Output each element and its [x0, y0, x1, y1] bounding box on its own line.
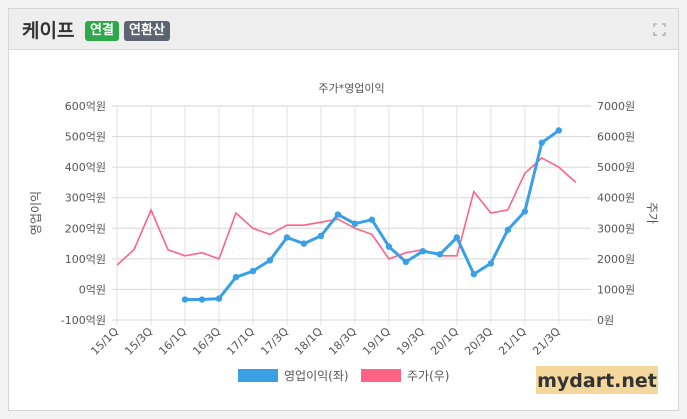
x-tick-label: 16/1Q	[156, 325, 189, 358]
y-left-tick-label: 100억원	[65, 253, 106, 266]
operating-profit-point	[521, 208, 529, 215]
operating-profit-line	[185, 129, 560, 301]
legend-swatch-stock-price	[361, 369, 401, 382]
y-right-tick-label: 6000원	[597, 131, 635, 144]
x-tick-label: 17/3Q	[258, 325, 291, 358]
y-left-tick-label: 0억원	[79, 283, 106, 296]
x-tick-label: 15/1Q	[88, 325, 121, 358]
x-tick-label: 21/3Q	[530, 325, 563, 358]
legend-label-stock-price: 주가(우)	[407, 369, 449, 383]
legend-swatch-operating-profit	[238, 369, 278, 382]
y-left-tick-label: -100억원	[61, 314, 106, 327]
x-tick-label: 18/1Q	[292, 325, 325, 358]
watermark-box	[536, 366, 658, 394]
y-left-tick-label: 400억원	[65, 161, 106, 174]
operating-profit-point	[317, 232, 325, 240]
watermark-svg: mydart.net	[537, 370, 657, 392]
x-tick-label: 20/3Q	[462, 325, 495, 358]
y-left-tick-label: 500억원	[65, 131, 106, 144]
x-tick-label: 18/3Q	[326, 325, 359, 358]
y-right-axis-title: 주가	[645, 202, 659, 224]
operating-profit-point	[555, 127, 563, 134]
y-right-tick-label: 2000원	[597, 253, 635, 266]
x-tick-label: 15/3Q	[122, 325, 155, 358]
y-left-tick-label: 200억원	[65, 222, 106, 235]
x-tick-label: 20/1Q	[428, 325, 461, 358]
operating-profit-point	[198, 296, 206, 303]
operating-profit-point	[300, 240, 308, 247]
stock-price-line	[116, 157, 577, 266]
x-tick-label: 21/1Q	[496, 325, 529, 358]
operating-profit-point	[351, 220, 359, 227]
operating-profit-point	[334, 211, 342, 218]
annualized-badge[interactable]: 연환산	[124, 21, 170, 41]
operating-profit-point	[419, 248, 427, 255]
panel-header: 케이프 연결 연환산	[9, 9, 678, 50]
y-right-tick-label: 5000원	[597, 161, 635, 174]
x-tick-label: 17/1Q	[224, 325, 257, 358]
operating-profit-point	[453, 234, 461, 241]
company-name: 케이프	[22, 20, 75, 42]
x-tick-label: 16/3Q	[190, 325, 223, 358]
legend-label-operating-profit: 영업이익(좌)	[284, 369, 349, 383]
y-right-tick-label: 4000원	[597, 192, 635, 205]
watermark-text: mydart.net	[537, 370, 657, 392]
y-right-tick-label: 0원	[597, 314, 614, 327]
consolidated-badge[interactable]: 연결	[85, 21, 119, 41]
operating-profit-point	[181, 296, 189, 303]
operating-profit-point	[232, 274, 240, 281]
operating-profit-point	[470, 270, 478, 278]
chart-title: 주가*영업이익	[318, 82, 384, 95]
operating-profit-point	[283, 234, 291, 241]
operating-profit-point	[538, 139, 546, 146]
y-right-tick-label: 3000원	[597, 222, 635, 235]
operating-profit-point	[249, 267, 257, 275]
operating-profit-point	[436, 251, 444, 258]
y-right-tick-label: 7000원	[597, 100, 635, 113]
chart-panel: 케이프 연결 연환산	[8, 8, 679, 411]
operating-profit-point	[385, 243, 393, 250]
operating-profit-point	[368, 216, 376, 223]
y-left-tick-label: 600억원	[65, 100, 106, 113]
y-right-tick-label: 1000원	[597, 283, 635, 296]
operating-profit-point	[402, 258, 410, 266]
operating-profit-point	[266, 257, 274, 264]
operating-profit-point	[487, 260, 495, 267]
expand-icon[interactable]	[653, 23, 666, 36]
operating-profit-point	[215, 295, 223, 302]
y-left-tick-label: 300억원	[65, 192, 106, 205]
operating-profit-point	[504, 226, 512, 234]
y-left-axis-title: 영업이익	[29, 191, 43, 235]
x-tick-label: 19/1Q	[360, 325, 393, 358]
x-tick-label: 19/3Q	[394, 325, 427, 358]
